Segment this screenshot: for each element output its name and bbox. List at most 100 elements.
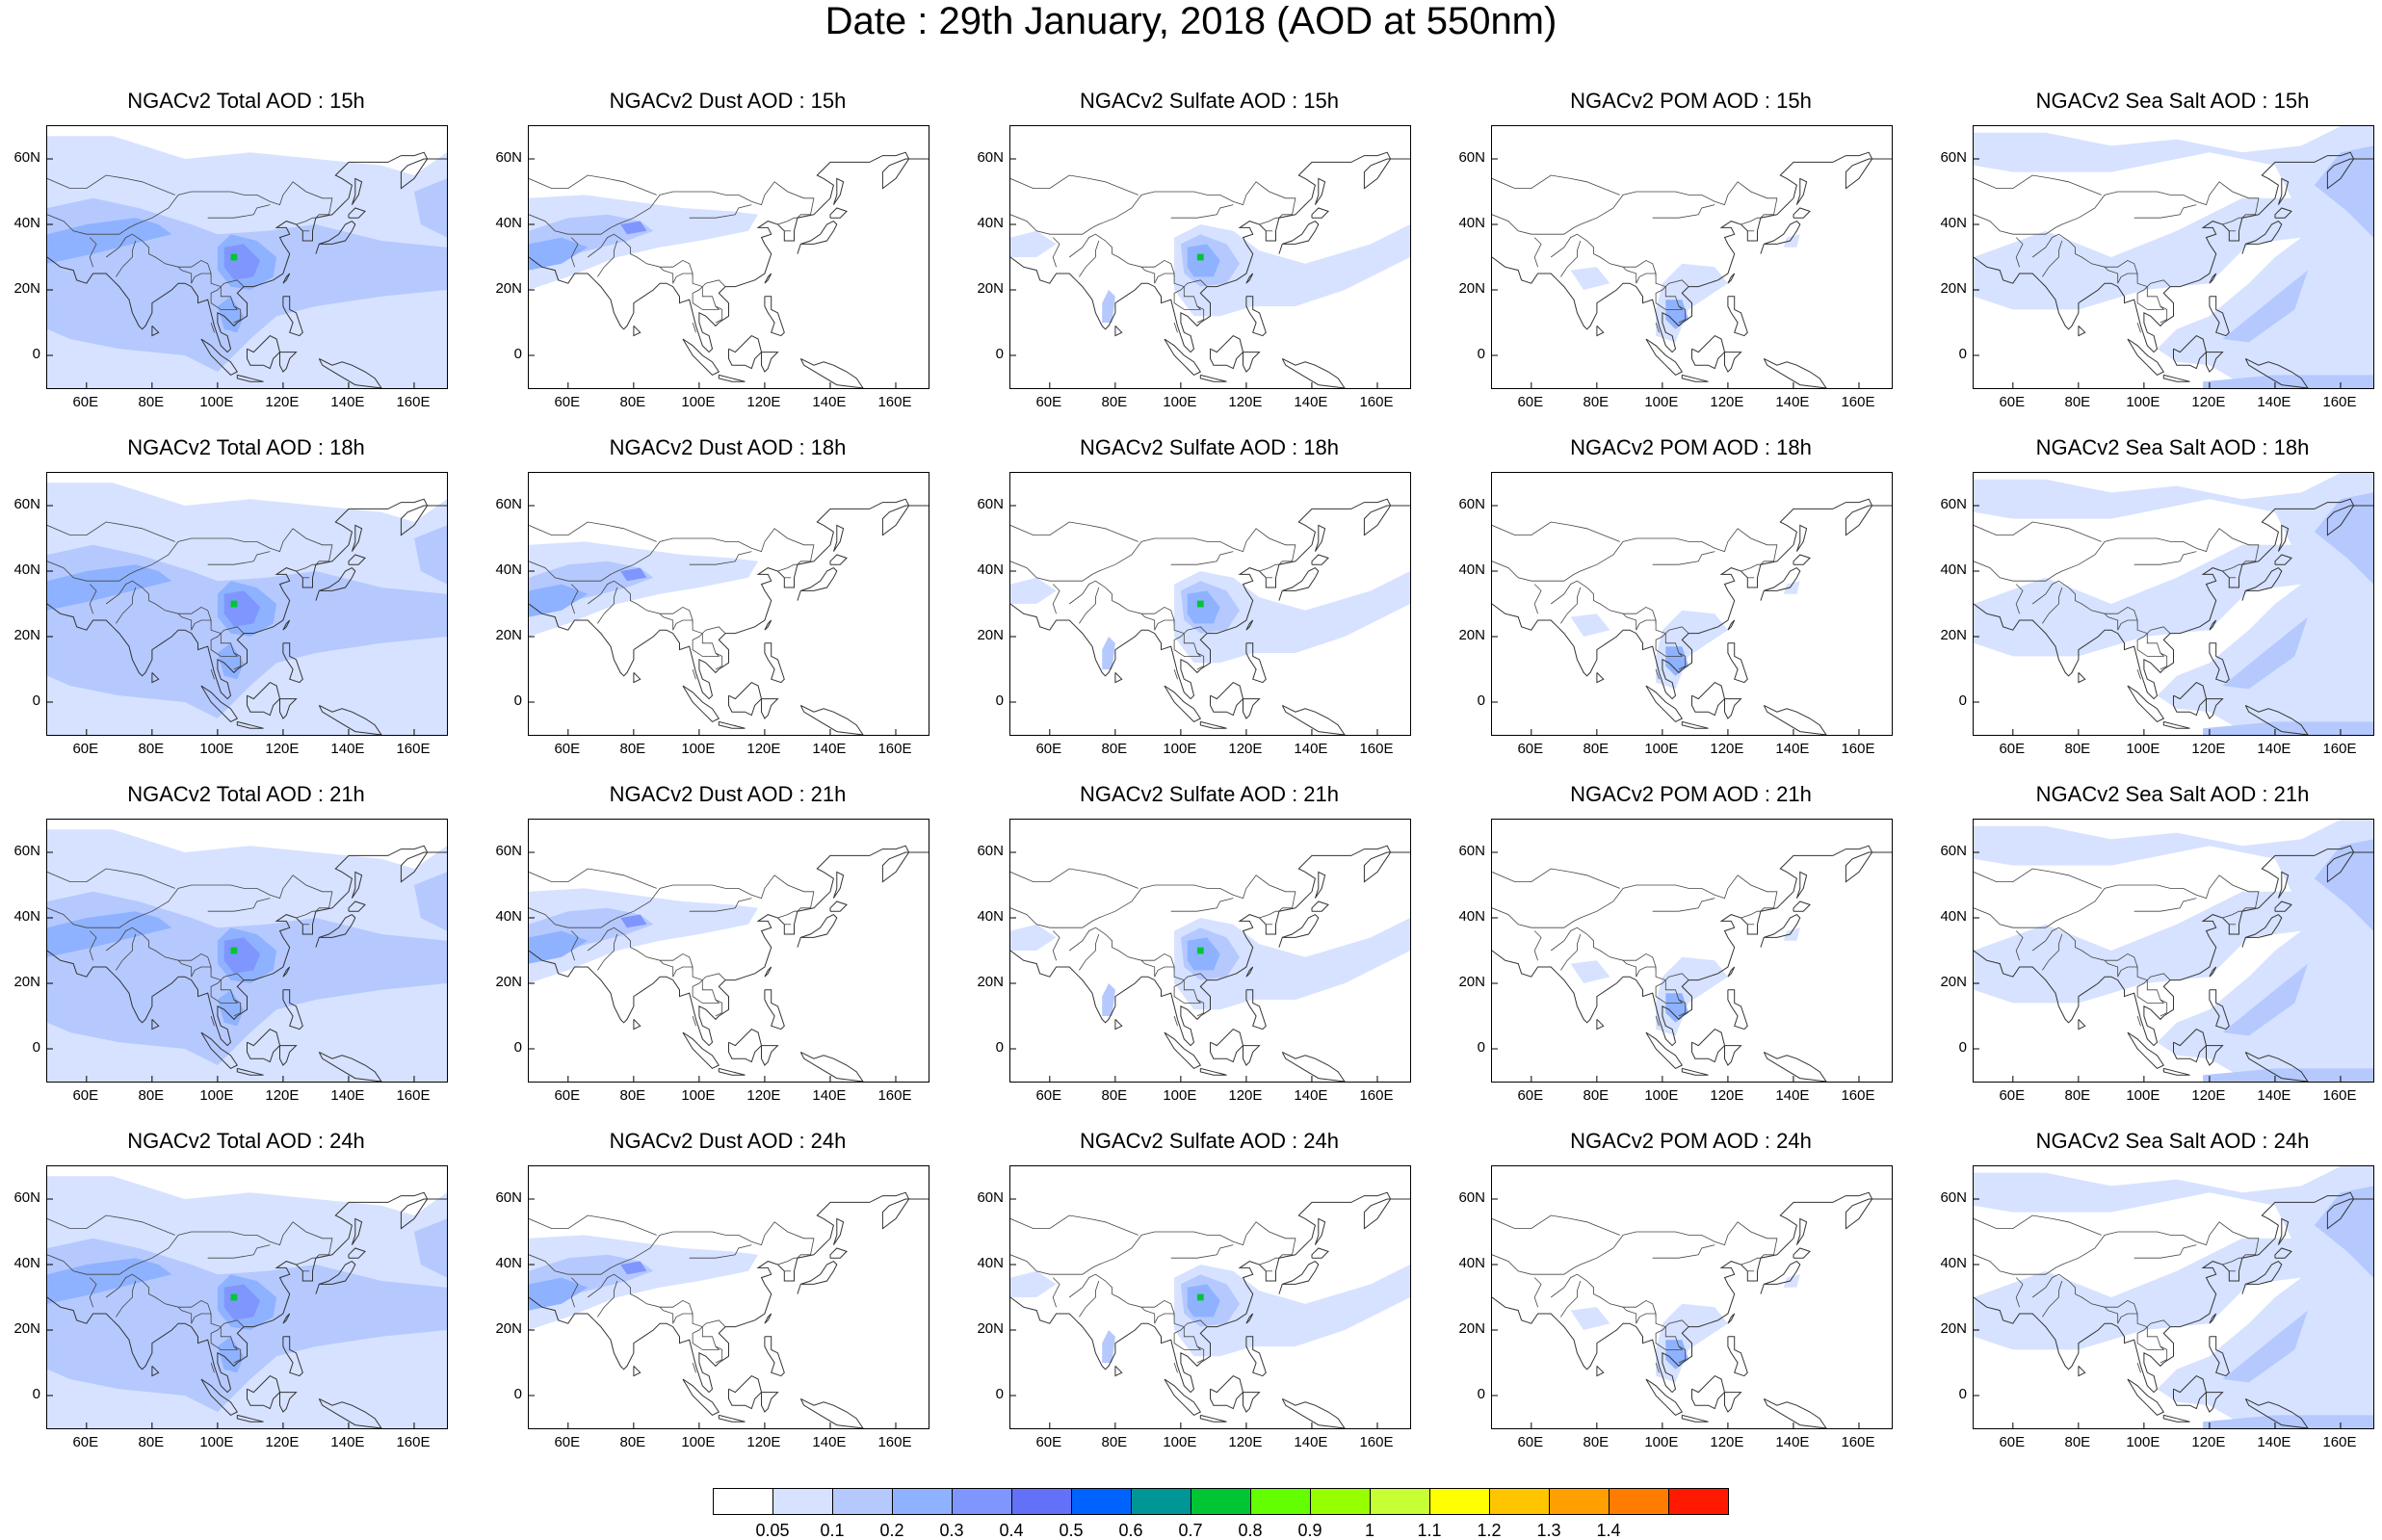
coastline-1: [315, 220, 356, 254]
lat-label: 60N: [977, 1189, 1004, 1206]
border-5: [597, 933, 618, 971]
coastline-10: [1114, 1366, 1123, 1377]
border-10: [692, 1362, 696, 1373]
lon-label: 160E: [1359, 1434, 1394, 1450]
lon-label: 60E: [554, 1434, 581, 1450]
border-8: [1173, 979, 1202, 1004]
lat-label: 60N: [13, 1189, 40, 1206]
lon-label: 60E: [1035, 394, 1062, 410]
coastline-11: [1795, 524, 1808, 552]
lon-label: 100E: [1644, 1087, 1679, 1104]
border-7: [672, 1313, 726, 1328]
coastline-0: [1492, 151, 1892, 353]
coastline-7: [2173, 1028, 2208, 1063]
border-9: [1196, 652, 1205, 670]
aod-field-3: [1570, 1307, 1610, 1330]
coastline-5: [2127, 338, 2165, 377]
coastline-1: [1278, 913, 1320, 948]
map-canvas: [529, 845, 929, 1082]
border-1: [1492, 174, 1620, 196]
border-2: [689, 551, 752, 565]
coastline-10: [1596, 1366, 1605, 1377]
border-2: [689, 204, 752, 219]
panel-title: NGACv2 Total AOD : 21h: [127, 782, 365, 806]
aod-field-0: [1974, 820, 2373, 1082]
lon-label: 160E: [877, 1087, 912, 1104]
coastline-2: [829, 1247, 848, 1259]
coastline-2: [348, 207, 366, 219]
map-frame: [528, 125, 929, 389]
border-9: [233, 999, 242, 1017]
coastline-4: [2209, 642, 2230, 684]
coastline-11: [2277, 524, 2290, 552]
map-frame: [1973, 819, 2374, 1083]
aod-field-0: [1010, 924, 1057, 951]
coastline-3: [764, 619, 772, 631]
border-2: [1170, 204, 1234, 219]
lon-label: 160E: [2322, 1434, 2357, 1450]
coastline-9: [2244, 704, 2309, 735]
coastline-4: [764, 296, 785, 337]
lat-label: 20N: [495, 1320, 522, 1337]
map-canvas: [529, 151, 929, 388]
lat-label: 60N: [1940, 496, 1967, 512]
lat-label: 20N: [1940, 974, 1967, 990]
lon-label: 100E: [2126, 741, 2160, 757]
lon-label: 160E: [1359, 394, 1394, 410]
coastline-5: [1645, 1031, 1684, 1070]
aod-field-1: [1174, 571, 1410, 664]
coastline-3: [2209, 1313, 2217, 1324]
border-1: [529, 868, 657, 889]
aod-field-4: [1102, 1330, 1115, 1363]
lon-label: 60E: [554, 741, 581, 757]
border-1: [1492, 1214, 1620, 1236]
colorbar-label: 1.3: [1536, 1521, 1561, 1540]
border-2: [689, 898, 752, 912]
map-canvas: [529, 1191, 929, 1428]
border-0: [529, 181, 815, 235]
border-0: [1492, 528, 1778, 582]
border-4: [105, 927, 212, 971]
border-9: [233, 305, 242, 324]
lat-label: 40N: [977, 908, 1004, 925]
border-11: [1741, 563, 1761, 572]
coastline-0: [1492, 845, 1892, 1047]
border-5: [116, 933, 137, 971]
aod-field-3: [620, 1261, 647, 1275]
border-10: [2136, 322, 2141, 333]
coastline-8: [1724, 1045, 1742, 1066]
coastline-11: [832, 871, 845, 899]
coastline-1: [797, 566, 838, 601]
lat-label: 0: [995, 1039, 1004, 1056]
border-5: [1560, 240, 1582, 277]
border-4: [1550, 580, 1657, 624]
border-3: [2015, 584, 2024, 614]
lon-label: 80E: [2064, 741, 2091, 757]
lon-label: 140E: [1294, 1087, 1328, 1104]
border-7: [1154, 966, 1208, 981]
panel-title: NGACv2 Dust AOD : 18h: [609, 435, 847, 459]
lat-label: 0: [513, 346, 522, 362]
colorbar-label: 0.8: [1238, 1521, 1263, 1540]
colorbar-label: 1: [1364, 1521, 1374, 1540]
lat-label: 60N: [1458, 843, 1485, 859]
lat-label: 20N: [13, 280, 40, 297]
border-2: [207, 551, 271, 565]
border-3: [1533, 930, 1542, 961]
coastline-2: [1793, 207, 1811, 219]
aod-field-1: [1174, 224, 1410, 317]
border-2: [207, 1244, 271, 1259]
lon-label: 120E: [265, 741, 300, 757]
coastline-1: [797, 913, 838, 948]
aod-field-2: [529, 930, 589, 964]
border-3: [1052, 1277, 1060, 1308]
coastline-10: [2078, 1019, 2086, 1031]
lat-label: 20N: [13, 1320, 40, 1337]
aod-field-2: [529, 1277, 589, 1311]
lat-label: 60N: [13, 843, 40, 859]
aod-field-7: [230, 253, 238, 261]
lon-label: 60E: [1999, 394, 2026, 410]
coastline-5: [200, 338, 239, 377]
border-1: [529, 1214, 657, 1236]
coastline-3: [1727, 619, 1736, 631]
